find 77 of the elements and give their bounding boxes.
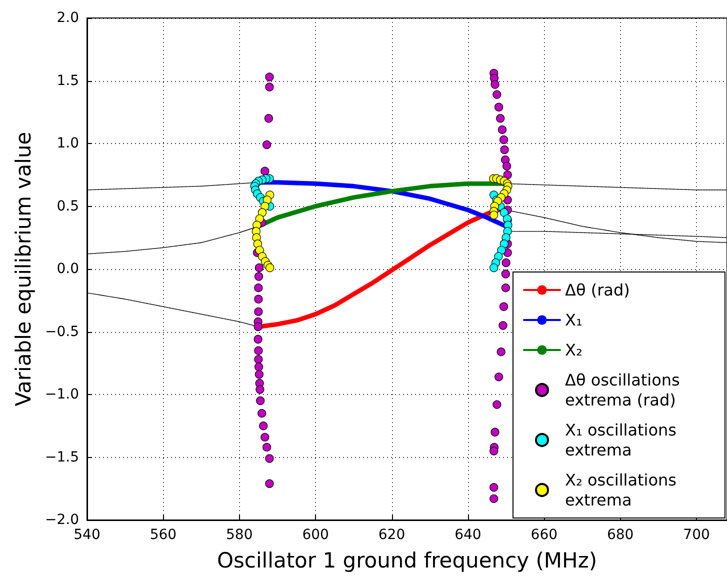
point [490, 263, 498, 272]
point [497, 246, 506, 254]
point [264, 114, 274, 123]
point [502, 162, 512, 170]
x-tick-label: 600 [302, 527, 329, 543]
point [254, 355, 263, 364]
y-tick-label: −2.0 [45, 512, 79, 528]
point [490, 483, 498, 492]
point [259, 422, 268, 430]
point [490, 80, 500, 89]
point [254, 334, 262, 344]
point [496, 348, 506, 356]
point [258, 409, 266, 418]
legend-label: Δθ (rad) [565, 280, 630, 300]
point [254, 294, 263, 304]
point [492, 400, 502, 409]
point [256, 396, 265, 406]
point [498, 125, 507, 134]
legend-label: X₁ [565, 310, 582, 330]
point [501, 284, 510, 292]
legend-label: X₂ oscillations extrema [565, 470, 682, 510]
point [496, 114, 505, 123]
point [266, 263, 274, 272]
point [265, 454, 274, 463]
point [262, 442, 272, 452]
point [490, 446, 498, 456]
point [492, 90, 502, 99]
point [254, 362, 264, 372]
point [494, 372, 504, 382]
legend-label: Δθ oscillations extrema (rad) [565, 370, 685, 410]
x-tick-label: 700 [683, 527, 710, 543]
y-tick-label: 0.5 [56, 198, 79, 214]
x-tick-label: 640 [454, 527, 482, 543]
point [490, 494, 498, 503]
y-axis-title: Variable equilibrium value [12, 132, 36, 406]
point [490, 210, 498, 220]
point [262, 140, 272, 150]
x-tick-label: 680 [606, 527, 634, 543]
point [265, 82, 274, 92]
x-tick-label: 660 [530, 527, 558, 543]
point [502, 258, 510, 268]
point [498, 321, 508, 330]
y-tick-label: −1.5 [45, 449, 79, 466]
point [256, 385, 264, 394]
point [501, 270, 510, 278]
legend-label: X₁ oscillations extrema [565, 420, 682, 460]
x-tick-label: 620 [378, 527, 406, 543]
y-tick-label: 1.5 [56, 72, 79, 89]
point [494, 102, 504, 112]
point [254, 322, 262, 332]
point [254, 307, 263, 316]
point [255, 246, 264, 254]
x-tick-label: 580 [226, 527, 253, 543]
point [500, 145, 509, 154]
point [499, 302, 508, 311]
point [265, 72, 274, 82]
point [503, 170, 512, 180]
point [254, 272, 264, 281]
x-tick-label: 560 [150, 527, 177, 543]
point [265, 479, 274, 488]
legend-label: X₂ [565, 340, 582, 360]
y-tick-label: −0.5 [45, 324, 79, 340]
point [260, 166, 270, 176]
point [254, 346, 263, 355]
point [499, 135, 508, 144]
point [500, 208, 508, 217]
point [260, 432, 270, 442]
y-tick-label: −1.0 [45, 386, 79, 402]
x-axis-title: Oscillator 1 ground frequency (MHz) [216, 548, 598, 572]
point [254, 284, 263, 292]
point [490, 428, 500, 436]
y-tick-label: 2.0 [56, 10, 79, 26]
y-tick-label: 1.0 [56, 136, 79, 152]
point [254, 370, 264, 379]
point [254, 263, 264, 272]
y-tick-label: 0.0 [56, 261, 79, 277]
x-tick-label: 540 [74, 527, 100, 543]
